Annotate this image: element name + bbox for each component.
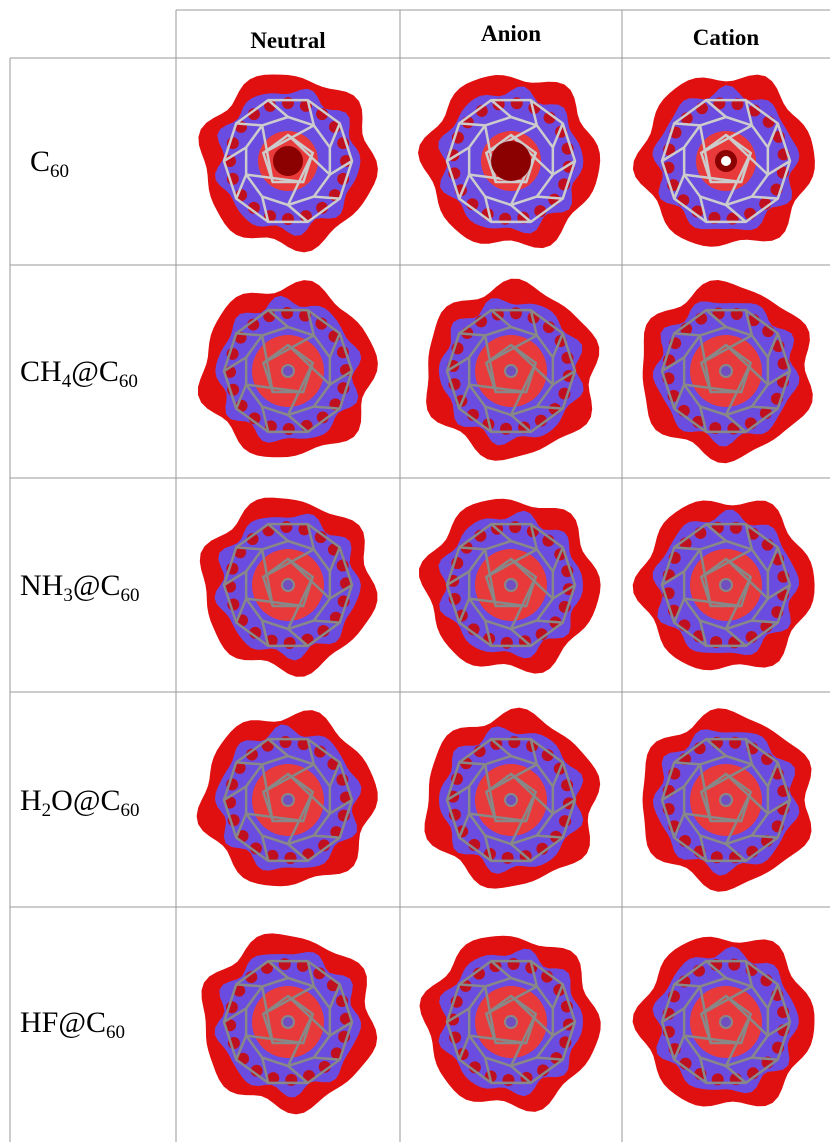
guest	[505, 579, 517, 591]
column-header: Neutral	[250, 28, 325, 53]
molecule-image	[633, 937, 815, 1107]
row-label: H2O@C60	[20, 784, 139, 821]
molecule-image	[419, 499, 601, 674]
label-text: @C	[71, 355, 119, 388]
subscript: 60	[106, 1022, 125, 1043]
subscript: 60	[120, 585, 139, 606]
guest	[505, 365, 517, 377]
row-label: NH3@C60	[20, 569, 139, 606]
molecule-image	[420, 936, 601, 1112]
subscript: 3	[63, 585, 73, 606]
guest	[720, 1016, 732, 1028]
column-header: Cation	[693, 25, 760, 50]
center-hole	[721, 156, 731, 166]
lobe	[284, 852, 296, 864]
molecule-image	[418, 75, 600, 248]
lobe	[502, 1074, 514, 1086]
lobe	[280, 521, 292, 533]
guest	[720, 365, 732, 377]
molecule-image	[200, 498, 378, 677]
lobe	[284, 637, 296, 649]
molecule-image	[198, 280, 378, 457]
molecule-image	[426, 279, 599, 461]
subscript: 60	[50, 161, 69, 182]
guest	[282, 579, 294, 591]
lobe	[508, 958, 520, 970]
center	[273, 146, 303, 176]
label-text: H	[20, 784, 42, 817]
label-text: NH	[20, 569, 63, 602]
lobe	[282, 97, 294, 109]
molecule-image	[197, 710, 378, 886]
molecule-image	[643, 280, 813, 463]
label-text: O@C	[51, 784, 120, 817]
molecule-image	[198, 75, 378, 253]
subscript: 2	[42, 800, 52, 821]
row-label: C60	[30, 145, 69, 182]
molecule-image	[425, 708, 601, 889]
label-text: HF@C	[20, 1006, 106, 1039]
subscript: 60	[119, 371, 138, 392]
subscript: 60	[120, 800, 139, 821]
row-label: HF@C60	[20, 1006, 125, 1043]
label-text: @C	[73, 569, 121, 602]
lobe	[283, 423, 295, 435]
lobe	[282, 213, 294, 225]
molecule-image	[202, 933, 378, 1114]
guest	[282, 1016, 294, 1028]
figure-table: NeutralAnionCationC60CH4@C60NH3@C60H2O@C…	[0, 0, 830, 1142]
lobe	[280, 736, 292, 748]
label-text: C	[30, 145, 50, 178]
guest	[505, 1016, 517, 1028]
molecule-image	[643, 708, 812, 892]
guest	[505, 794, 517, 806]
guest	[282, 365, 294, 377]
column-header: Anion	[481, 21, 541, 46]
molecule-image	[633, 75, 815, 247]
guest	[282, 794, 294, 806]
center	[491, 141, 531, 181]
label-text: CH	[20, 355, 62, 388]
lobe	[281, 307, 293, 319]
guest	[720, 579, 732, 591]
row-label: CH4@C60	[20, 355, 138, 392]
subscript: 4	[62, 371, 72, 392]
guest	[720, 794, 732, 806]
molecule-image	[633, 501, 815, 671]
